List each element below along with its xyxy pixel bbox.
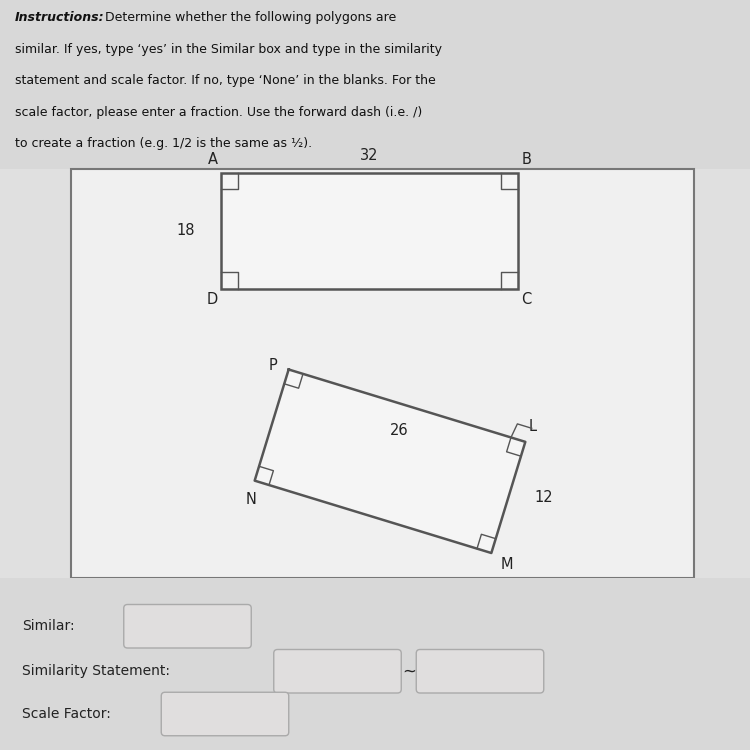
Polygon shape: [255, 370, 525, 553]
Text: C: C: [521, 292, 532, 308]
Text: L: L: [529, 419, 537, 434]
Text: 18: 18: [176, 224, 195, 238]
FancyBboxPatch shape: [71, 169, 694, 578]
FancyBboxPatch shape: [161, 692, 289, 736]
Text: 12: 12: [535, 490, 554, 505]
Bar: [221, 172, 518, 289]
FancyBboxPatch shape: [124, 604, 251, 648]
Text: N: N: [245, 492, 256, 507]
Text: Scale Factor:: Scale Factor:: [22, 707, 111, 721]
FancyBboxPatch shape: [416, 650, 544, 693]
Text: statement and scale factor. If no, type ‘None’ in the blanks. For the: statement and scale factor. If no, type …: [15, 74, 436, 87]
Text: scale factor, please enter a fraction. Use the forward dash (i.e. /): scale factor, please enter a fraction. U…: [15, 106, 422, 118]
Text: D: D: [206, 292, 218, 308]
Text: similar. If yes, type ‘yes’ in the Similar box and type in the similarity: similar. If yes, type ‘yes’ in the Simil…: [15, 43, 442, 56]
Bar: [0, 578, 750, 750]
Text: P: P: [268, 358, 278, 374]
Text: to create a fraction (e.g. 1/2 is the same as ½).: to create a fraction (e.g. 1/2 is the sa…: [15, 137, 312, 150]
Text: Instructions:: Instructions:: [15, 11, 104, 24]
FancyBboxPatch shape: [274, 650, 401, 693]
Text: Determine whether the following polygons are: Determine whether the following polygons…: [101, 11, 397, 24]
Text: Similarity Statement:: Similarity Statement:: [22, 664, 170, 678]
Text: ~: ~: [402, 662, 416, 680]
Bar: [0, 0, 750, 169]
Text: 26: 26: [390, 423, 409, 438]
Text: B: B: [521, 152, 531, 167]
Text: Similar:: Similar:: [22, 620, 75, 633]
Text: A: A: [208, 152, 218, 167]
Text: 32: 32: [360, 148, 379, 164]
Text: M: M: [500, 556, 513, 572]
